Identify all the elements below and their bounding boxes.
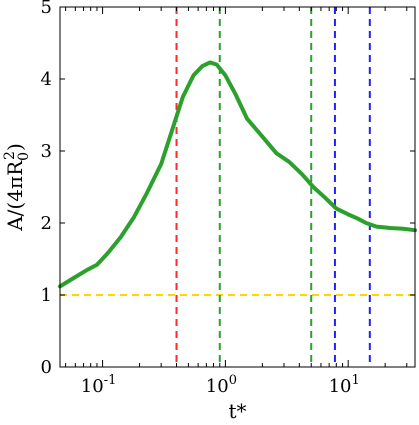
y-tick-label-1: 1 [41,285,52,306]
x-tick-label-2: 101 [329,373,360,397]
reference-lines [60,7,415,367]
plot-frame [59,6,416,368]
axis-ticks [60,6,415,368]
x-tick-label-1: 100 [206,373,237,397]
x-axis-label: t* [228,399,246,423]
y-tick-label-3: 3 [41,141,52,162]
y-axis-label: A/(4πR02) [2,143,32,232]
y-tick-label-4: 4 [41,69,52,90]
series-line-0 [58,60,417,289]
y-tick-label-5: 5 [41,0,52,18]
x-tick-label-0: 10-1 [81,373,117,397]
y-tick-label-0: 0 [41,357,52,378]
x-tick-exponent-1: 0 [229,373,237,388]
x-tick-exponent-2: 1 [352,373,360,388]
data-series [58,60,417,289]
y-tick-label-2: 2 [41,213,52,234]
x-tick-exponent-0: -1 [104,373,117,388]
